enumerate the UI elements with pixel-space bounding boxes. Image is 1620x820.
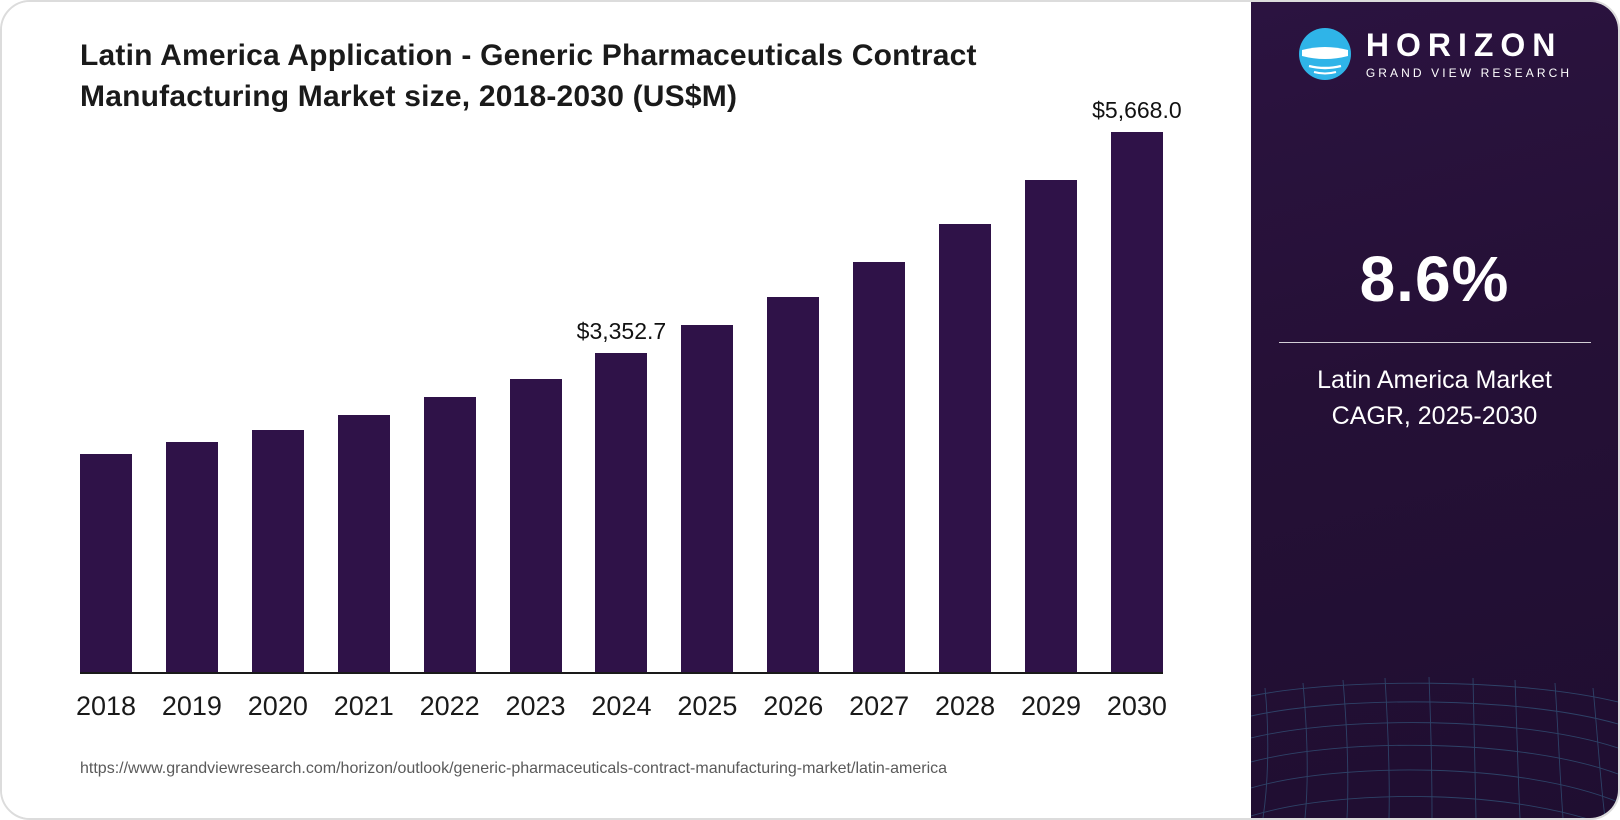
bar-2026: [767, 297, 820, 672]
bar-2024: $3,352.7: [577, 318, 666, 672]
horizon-globe-icon: [1298, 28, 1351, 80]
x-axis-label-2025: 2025: [677, 691, 738, 721]
cagr-divider: [1278, 342, 1591, 343]
x-axis-label-2027: 2027: [849, 691, 910, 721]
x-axis-label-2030: 2030: [1106, 691, 1167, 721]
bar-2021: [337, 415, 390, 672]
x-axis-label-2023: 2023: [505, 691, 566, 721]
bar-column-2022: [423, 134, 476, 672]
cagr-caption: Latin America Market CAGR, 2025-2030: [1317, 363, 1552, 434]
bar-2022: [423, 397, 476, 672]
logo-text: HORIZON GRAND VIEW RESEARCH: [1365, 26, 1573, 81]
bar-column-2027: [853, 134, 906, 672]
bar-value-label-2030: $5,668.0: [1092, 97, 1182, 123]
x-axis-label-2021: 2021: [333, 691, 394, 721]
plot-area: $3,352.7 $5,668.0: [80, 97, 1182, 674]
bar-column-2028: [939, 134, 992, 672]
x-axis-label-2022: 2022: [419, 691, 480, 721]
cagr-block: 8.6% Latin America Market CAGR, 2025-203…: [1251, 242, 1618, 434]
bar-column-2021: [337, 134, 390, 672]
x-axis-label-2029: 2029: [1020, 691, 1082, 721]
logo-subbrand-text: GRAND VIEW RESEARCH: [1365, 66, 1573, 81]
mesh-pattern: [1251, 676, 1618, 818]
logo-brand-text: HORIZON: [1365, 26, 1563, 63]
bar-2023: [509, 379, 562, 672]
x-axis-label-2020: 2020: [247, 691, 308, 721]
bar-column-2025: [681, 134, 734, 672]
horizon-logo: HORIZON GRAND VIEW RESEARCH: [1297, 26, 1572, 82]
x-axis-label-2024: 2024: [591, 691, 652, 721]
bar-2028: [939, 224, 992, 672]
cagr-value: 8.6%: [1359, 243, 1510, 315]
x-axis-label-2026: 2026: [763, 691, 824, 721]
bar-column-2024: $3,352.7: [577, 134, 666, 672]
bar-column-2020: [251, 134, 304, 672]
cagr-caption-line2: CAGR, 2025-2030: [1331, 401, 1538, 430]
bar-2019: [165, 442, 218, 672]
bar-2018: [80, 454, 132, 672]
bar-column-2029: [1024, 134, 1077, 672]
bar-2027: [853, 262, 906, 672]
chart-title: Latin America Application - Generic Phar…: [80, 39, 977, 113]
bar-column-2030: $5,668.0: [1092, 97, 1182, 672]
bar-2025: [681, 325, 734, 672]
sidebar: HORIZON GRAND VIEW RESEARCH 8.6% Latin A…: [1251, 2, 1618, 818]
bar-column-2023: [509, 134, 562, 672]
source-url: https://www.grandviewresearch.com/horizo…: [80, 760, 948, 777]
bar-2020: [251, 430, 304, 672]
cagr-caption-line1: Latin America Market: [1317, 366, 1552, 394]
bar-value-label-2024: $3,352.7: [576, 318, 667, 344]
chart-panel: Latin America Application - Generic Phar…: [2, 2, 1251, 818]
bar-column-2019: [165, 134, 218, 672]
bar-2030: $5,668.0: [1092, 97, 1182, 672]
x-axis-label-2019: 2019: [161, 691, 222, 721]
x-axis-label-2028: 2028: [935, 691, 996, 721]
bar-column-2018: [80, 134, 132, 672]
bar-2029: [1024, 180, 1077, 672]
x-axis-labels: 2018 2019 2020 2021 2022 2023 2024 2025 2026 2027…: [75, 691, 1167, 722]
x-axis-label-2018: 2018: [75, 691, 137, 721]
bar-column-2026: [767, 134, 820, 672]
